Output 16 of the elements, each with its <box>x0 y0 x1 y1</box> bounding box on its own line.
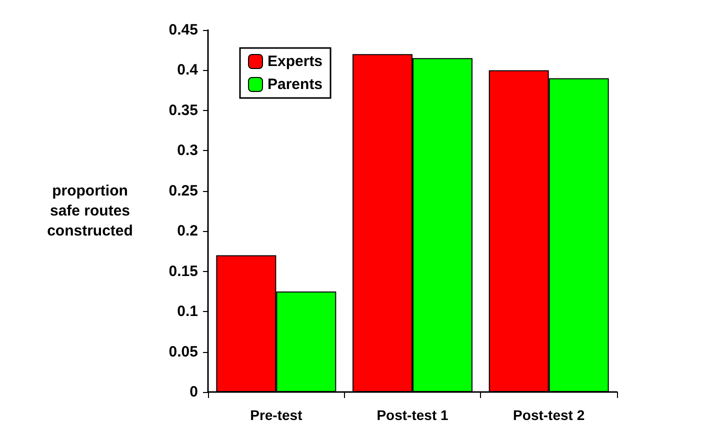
y-tick-label: 0.35 <box>168 102 198 119</box>
y-tick-label: 0.45 <box>168 22 198 38</box>
y-tick-label: 0.25 <box>168 182 198 200</box>
y-tick-label: 0.05 <box>168 343 198 360</box>
y-tick-label: 0.2 <box>177 222 198 240</box>
y-axis-title: proportion safe routes constructed <box>47 182 133 240</box>
legend-label: Parents <box>268 76 323 93</box>
legend-label: Experts <box>268 53 323 70</box>
y-tick-label: 0.4 <box>177 62 199 79</box>
y-tick-label: 0 <box>190 384 198 400</box>
y-tick-label: 0.15 <box>168 262 198 280</box>
x-tick-label: Post-test 2 <box>513 407 585 423</box>
x-tick-label: Post-test 1 <box>376 407 448 423</box>
x-tick-label: Pre-test <box>250 407 303 423</box>
y-tick-label: 0.1 <box>177 303 198 320</box>
y-tick-label: 0.3 <box>177 142 198 160</box>
